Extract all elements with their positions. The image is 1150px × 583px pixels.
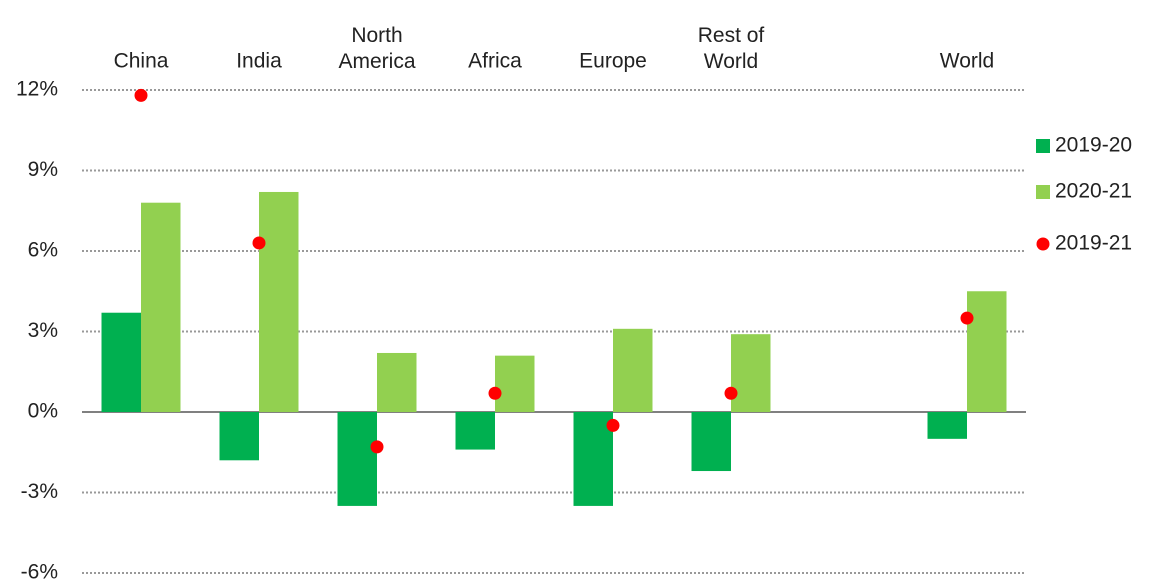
y-tick-label: -3% xyxy=(21,480,58,503)
legend-marker xyxy=(1036,237,1050,251)
bar xyxy=(219,412,259,461)
bar xyxy=(495,355,535,412)
x-tick-label: Africa xyxy=(468,50,522,73)
x-tick-label: India xyxy=(236,50,282,73)
bar xyxy=(455,412,495,450)
bar xyxy=(967,291,1007,412)
bar xyxy=(259,191,299,412)
legend-marker xyxy=(1036,139,1050,153)
x-tick-label: World xyxy=(940,50,994,73)
y-tick-label: 0% xyxy=(28,400,58,423)
legend-marker xyxy=(1036,185,1050,199)
dot xyxy=(252,236,266,250)
bar xyxy=(377,352,417,412)
legend-label: 2019-21 xyxy=(1055,232,1132,255)
y-tick-label: 6% xyxy=(28,239,58,262)
dot xyxy=(960,311,974,325)
y-tick-label: 3% xyxy=(28,319,58,342)
y-tick-label: 9% xyxy=(28,158,58,181)
bar xyxy=(691,412,731,472)
dot xyxy=(606,418,620,432)
x-tick-label: China xyxy=(114,50,169,73)
x-tick-label: Rest of World xyxy=(698,24,765,73)
x-tick-label: Europe xyxy=(579,50,647,73)
bar xyxy=(101,312,141,412)
x-tick-label: North America xyxy=(338,24,415,73)
legend-label: 2019-20 xyxy=(1055,134,1132,157)
bar xyxy=(141,202,181,412)
dot xyxy=(370,440,384,454)
dot xyxy=(134,88,148,102)
bar xyxy=(613,328,653,412)
bar xyxy=(573,412,613,506)
y-tick-label: -6% xyxy=(21,561,58,583)
bar xyxy=(927,412,967,439)
y-tick-label: 12% xyxy=(16,78,58,101)
bar xyxy=(337,412,377,506)
legend-label: 2020-21 xyxy=(1055,180,1132,203)
bar xyxy=(731,334,771,412)
dot xyxy=(724,386,738,400)
dot xyxy=(488,386,502,400)
